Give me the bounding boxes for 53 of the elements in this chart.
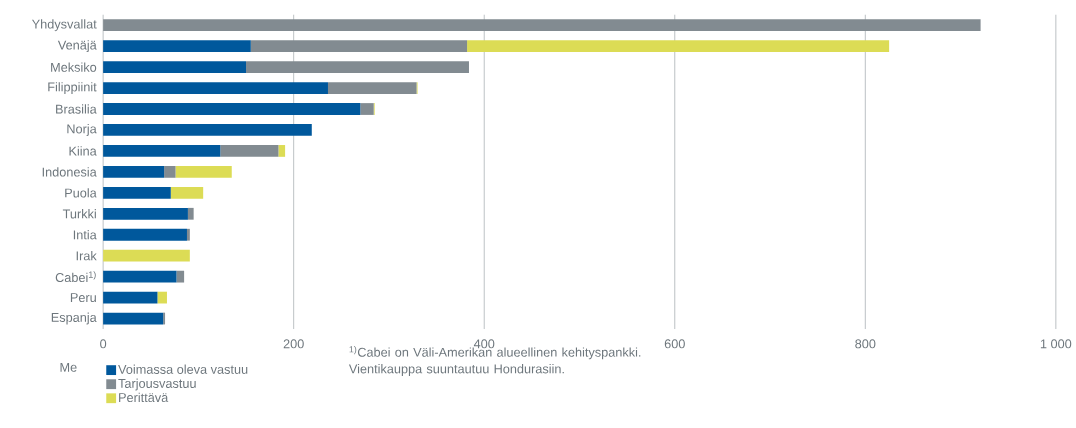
bar: [103, 165, 165, 178]
y-tick-label: Puola: [65, 188, 97, 198]
bar: [278, 144, 286, 157]
bar: [103, 186, 171, 199]
x-tick-label: 200: [283, 339, 304, 349]
x-tick-label: 1 000: [1040, 339, 1072, 349]
x-axis-title: Me: [60, 362, 77, 372]
y-tick-label: Venäjä: [57, 40, 97, 52]
bar: [103, 291, 158, 304]
bar: [360, 103, 374, 115]
bar: [103, 61, 247, 73]
y-tick-label: Intia: [73, 229, 97, 240]
bar: [175, 165, 232, 178]
y-tick-label: Espanja: [51, 312, 97, 325]
bar: [157, 291, 167, 304]
x-tick-label: 600: [664, 339, 685, 349]
y-tick-label: Irak: [76, 250, 97, 261]
bar: [246, 61, 469, 73]
y-tick-label: Cabei$^{1)}$: [55, 271, 96, 282]
bar: [186, 228, 190, 241]
bar: [467, 40, 890, 52]
bar: [327, 82, 417, 94]
legend-label: Voimassa oleva vastuu: [118, 364, 248, 374]
bar: [103, 82, 328, 94]
y-tick-label: Norja: [67, 123, 97, 136]
y-tick-label: Kiina: [69, 146, 97, 156]
y-tick-label: Filippiinit: [48, 82, 97, 94]
bar: [187, 207, 194, 220]
bar: [103, 103, 361, 115]
legend-label: Tarjousvastuu: [118, 378, 196, 391]
x-tick-label: 800: [855, 339, 876, 349]
bar: [103, 270, 177, 283]
y-tick-label: Brasilia: [56, 104, 97, 114]
y-tick-label: Indonesia: [42, 167, 97, 177]
bar: [103, 312, 164, 325]
bar: [103, 207, 188, 220]
y-tick-label: Turkki: [62, 208, 96, 219]
bar: [220, 144, 279, 157]
y-tick-label: Yhdysvallat: [31, 19, 97, 32]
bar: [164, 165, 176, 178]
bar: [250, 40, 468, 52]
bar: [170, 186, 204, 199]
bar: [103, 144, 221, 157]
bar: [176, 270, 185, 283]
y-tick-label: Peru: [70, 293, 96, 302]
bar: [103, 249, 190, 262]
bar: [103, 228, 187, 241]
y-tick-label: Meksiko: [51, 62, 97, 72]
bar: [103, 40, 251, 52]
x-tick-label: 0: [100, 339, 107, 349]
bar: [103, 19, 981, 31]
bar: [103, 123, 312, 136]
legend-label: Perittävä: [119, 392, 169, 402]
